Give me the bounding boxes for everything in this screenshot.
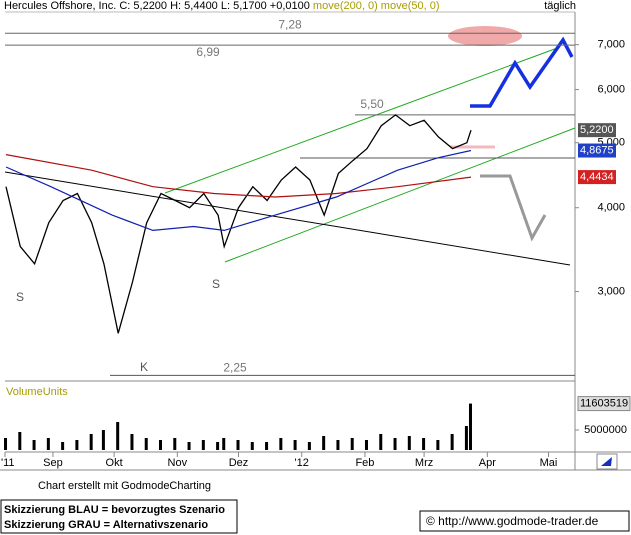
volume-bar — [89, 434, 93, 450]
last-value-label: 4,4434 — [580, 171, 614, 183]
volume-bar — [436, 440, 440, 450]
y-tick-label: 7,000 — [597, 39, 625, 51]
volume-bar — [393, 438, 397, 450]
chart-title: Hercules Offshore, Inc. C: 5,2200 H: 5,4… — [4, 0, 440, 12]
last-value-label: 4,8675 — [580, 144, 614, 156]
series-line — [5, 154, 472, 198]
volume-bar — [216, 442, 220, 450]
annotation: S — [16, 290, 24, 304]
volume-bar — [130, 434, 134, 450]
volume-bar — [173, 438, 177, 450]
icon — [601, 457, 612, 466]
y-tick-label: 6,000 — [597, 83, 625, 95]
legend-entry: move(50, 0) — [381, 0, 440, 12]
x-tick-label: Okt — [106, 457, 123, 469]
volume-bar — [379, 434, 383, 450]
volume-bar — [75, 440, 79, 450]
volume-bar — [159, 440, 163, 450]
channel-line — [224, 127, 576, 263]
credit: Chart erstellt mit GodmodeCharting — [38, 480, 211, 492]
volume-bar — [279, 438, 283, 450]
copyright-box — [419, 510, 630, 532]
legend-entry: move(200, 0) — [313, 0, 378, 12]
series-line — [5, 149, 472, 232]
volume-bar — [450, 434, 454, 450]
volume-bar — [468, 403, 472, 450]
volume-bar — [250, 442, 254, 450]
level-label: 5,50 — [360, 97, 384, 111]
series-line — [5, 114, 472, 334]
volume-bar — [18, 432, 22, 450]
volume-title: VolumeUnits — [6, 386, 68, 398]
volume-bar — [101, 430, 105, 450]
x-tick-label: Feb — [355, 457, 374, 469]
level-label: 6,99 — [196, 45, 220, 59]
volume-bar — [144, 438, 148, 450]
volume-bar — [46, 438, 50, 450]
interval: täglich — [544, 0, 576, 12]
last-value-box — [578, 143, 616, 158]
blue-scenario — [470, 36, 574, 108]
volume-bar — [61, 442, 65, 450]
x-tick-label: Mrz — [415, 457, 433, 469]
x-tick-label: '12 — [295, 457, 309, 469]
y-tick-label: 4,000 — [597, 202, 625, 214]
last-value-box — [577, 396, 631, 412]
gray-scenario — [480, 174, 547, 242]
last-value-label: 5,2200 — [580, 124, 614, 136]
volume-bar — [336, 440, 340, 450]
target-zone — [448, 26, 522, 46]
volume-bar — [464, 426, 468, 450]
volume-bar — [307, 442, 311, 450]
x-tick-label: Dez — [229, 457, 249, 469]
legend-text: Skizzierung GRAU = Alternativszenario — [4, 519, 208, 531]
y-tick-label: 5000000 — [584, 424, 627, 436]
volume-bar — [293, 440, 297, 450]
volume-bar — [236, 440, 240, 450]
volume-bar — [422, 438, 426, 450]
volume-bar — [116, 422, 120, 450]
x-tick-label: '11 — [1, 457, 15, 469]
y-tick-label: 3,000 — [597, 285, 625, 297]
volume-bar — [350, 438, 354, 450]
title: Hercules Offshore, Inc. C: 5,2200 H: 5,4… — [4, 0, 310, 12]
level-label: 7,28 — [278, 17, 302, 31]
volume-bar — [187, 442, 191, 450]
x-tick-label: Apr — [479, 457, 496, 469]
volume-bar — [4, 438, 8, 450]
volume-bar — [32, 440, 36, 450]
annotation: K — [140, 360, 148, 374]
channel-line — [164, 46, 561, 194]
x-tick-label: Mai — [540, 457, 558, 469]
volume-bar — [265, 442, 269, 450]
volume-bar — [322, 436, 326, 450]
trend-line — [4, 171, 571, 266]
volume-bar — [407, 436, 411, 450]
last-value-label: 11603519 — [580, 397, 628, 409]
x-tick-label: Nov — [168, 457, 188, 469]
level-label: 2,25 — [223, 361, 247, 375]
annotation: S — [212, 277, 220, 291]
legend-text: Skizzierung BLAU = bevorzugtes Szenario — [4, 504, 225, 516]
copyright: © http://www.godmode-trader.de — [426, 514, 599, 528]
volume-bar — [364, 440, 368, 450]
volume-bar — [201, 440, 205, 450]
volume-bar — [222, 438, 226, 450]
last-value-box — [578, 123, 616, 138]
last-value-box — [578, 170, 616, 185]
x-tick-label: Sep — [43, 457, 63, 469]
legend-box — [0, 499, 238, 534]
